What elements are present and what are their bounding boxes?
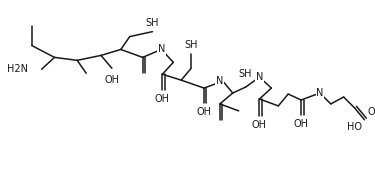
Text: SH: SH [239,69,252,79]
Text: OH: OH [104,75,119,85]
Text: N: N [316,88,324,98]
Text: OH: OH [196,107,211,117]
Text: HO: HO [347,122,362,132]
Text: SH: SH [184,40,198,50]
Text: OH: OH [155,94,170,104]
Text: O: O [368,107,375,117]
Text: N: N [256,72,263,82]
Text: OH: OH [294,119,309,129]
Text: SH: SH [146,18,159,28]
Text: H2N: H2N [7,64,28,74]
Text: N: N [216,76,223,86]
Text: N: N [158,44,165,54]
Text: OH: OH [252,120,267,130]
